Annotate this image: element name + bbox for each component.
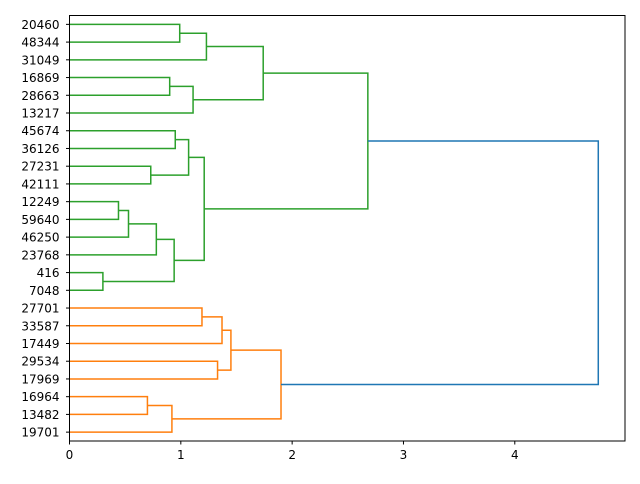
leaf-label: 48344 [21,36,59,50]
x-tick-label: 4 [511,448,519,462]
leaf-label: 45674 [21,124,59,138]
dendrogram-link-22 [281,140,600,386]
leaf-label: 46250 [21,231,59,245]
leaf-label: 17449 [21,337,59,351]
x-axis: 0 1 2 3 4 [66,441,519,462]
dendrogram-link-17 [69,360,219,380]
leaf-label: 20460 [21,18,59,32]
leaf-label: 16869 [21,71,59,85]
dendrogram-link-7 [150,138,190,176]
leaf-label: 12249 [21,195,59,209]
leaf-label: 59640 [21,213,59,227]
dendrogram-link-16 [69,316,223,345]
leaf-label: 19701 [21,426,59,440]
leaf-label: 27701 [21,302,59,316]
x-tick-label: 3 [400,448,408,462]
leaf-label: 29534 [21,355,59,369]
leaf-label: 16964 [21,390,59,404]
dendrogram-link-0 [69,23,181,43]
leaf-label: 13482 [21,408,59,422]
axes-frame [69,15,626,442]
dendrogram-links [69,23,600,433]
dendrogram-link-12 [102,238,175,283]
dendrogram-link-13 [174,156,205,262]
dendrogram-link-2 [69,76,171,97]
leaf-label: 42111 [21,177,59,191]
leaf-label: 36126 [21,142,59,156]
leaf-labels: 20460 48344 31049 16869 28663 13217 45674 36126… [21,18,70,440]
x-tick-label: 2 [288,448,296,462]
leaf-label: 33587 [21,319,59,333]
dendrogram-link-21 [171,349,282,420]
leaf-label: 416 [37,266,60,280]
leaf-label: 28663 [21,89,59,103]
leaf-label: 17969 [21,372,59,386]
x-tick-label: 0 [66,448,74,462]
leaf-label: 31049 [21,53,59,67]
leaf-label: 23768 [21,248,59,262]
leaf-label: 7048 [29,284,60,298]
x-tick-label: 1 [177,448,185,462]
dendrogram-link-4 [193,45,264,101]
dendrogram-link-3 [69,85,194,114]
leaf-label: 27231 [21,160,59,174]
leaf-label: 13217 [21,107,59,121]
